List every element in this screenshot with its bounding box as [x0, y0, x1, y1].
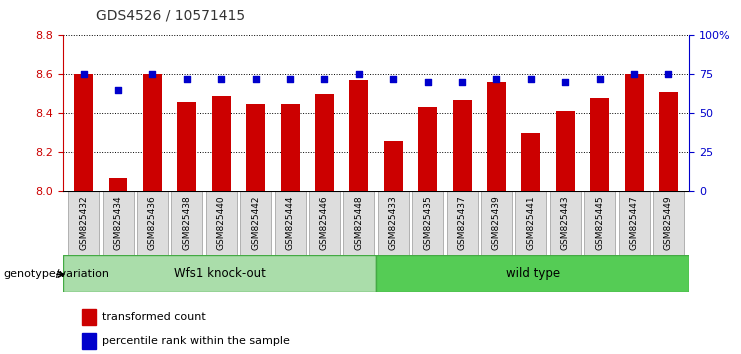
Text: GSM825436: GSM825436 — [148, 196, 157, 250]
Text: GSM825446: GSM825446 — [320, 196, 329, 250]
Bar — [82, 333, 96, 349]
Point — [112, 87, 124, 93]
Point — [78, 72, 90, 77]
Point — [456, 79, 468, 85]
Text: GSM825443: GSM825443 — [561, 196, 570, 250]
Bar — [418, 108, 437, 191]
Text: GSM825434: GSM825434 — [113, 196, 122, 250]
Bar — [625, 74, 643, 191]
FancyBboxPatch shape — [240, 191, 271, 255]
Text: GSM825445: GSM825445 — [595, 196, 604, 250]
FancyBboxPatch shape — [68, 191, 99, 255]
FancyBboxPatch shape — [550, 191, 581, 255]
Text: GSM825448: GSM825448 — [354, 196, 363, 250]
FancyBboxPatch shape — [275, 191, 305, 255]
FancyBboxPatch shape — [343, 191, 374, 255]
Bar — [82, 309, 96, 325]
Point — [216, 76, 227, 82]
FancyBboxPatch shape — [102, 191, 133, 255]
Point — [181, 76, 193, 82]
Bar — [281, 104, 299, 191]
FancyBboxPatch shape — [378, 191, 409, 255]
Text: percentile rank within the sample: percentile rank within the sample — [102, 336, 290, 346]
Point — [284, 76, 296, 82]
Bar — [522, 133, 540, 191]
Point — [491, 76, 502, 82]
Text: Wfs1 knock-out: Wfs1 knock-out — [173, 267, 265, 280]
Bar — [315, 94, 334, 191]
Text: GSM825447: GSM825447 — [630, 196, 639, 250]
Bar — [659, 92, 678, 191]
FancyBboxPatch shape — [309, 191, 340, 255]
Bar — [74, 74, 93, 191]
Text: GSM825442: GSM825442 — [251, 196, 260, 250]
Point — [525, 76, 536, 82]
Point — [594, 76, 605, 82]
Bar — [487, 82, 506, 191]
FancyBboxPatch shape — [412, 191, 443, 255]
FancyBboxPatch shape — [171, 191, 202, 255]
FancyBboxPatch shape — [653, 191, 684, 255]
Bar — [453, 100, 471, 191]
FancyBboxPatch shape — [481, 191, 512, 255]
Bar — [177, 102, 196, 191]
Text: GSM825441: GSM825441 — [526, 196, 536, 250]
Point — [388, 76, 399, 82]
Point — [662, 72, 674, 77]
Text: GSM825439: GSM825439 — [492, 196, 501, 250]
FancyBboxPatch shape — [137, 191, 168, 255]
FancyBboxPatch shape — [584, 191, 615, 255]
Text: genotype/variation: genotype/variation — [4, 269, 110, 279]
FancyBboxPatch shape — [63, 255, 376, 292]
Point — [559, 79, 571, 85]
Point — [319, 76, 330, 82]
Point — [422, 79, 433, 85]
Text: GSM825438: GSM825438 — [182, 196, 191, 250]
Text: GDS4526 / 10571415: GDS4526 / 10571415 — [96, 9, 245, 23]
Point — [147, 72, 159, 77]
Point — [628, 72, 640, 77]
Bar — [212, 96, 230, 191]
Bar — [556, 112, 575, 191]
Text: GSM825433: GSM825433 — [389, 196, 398, 250]
Point — [250, 76, 262, 82]
Text: GSM825440: GSM825440 — [216, 196, 226, 250]
Text: GSM825444: GSM825444 — [285, 196, 295, 250]
Bar — [143, 74, 162, 191]
Text: transformed count: transformed count — [102, 312, 205, 322]
Bar — [246, 104, 265, 191]
Bar — [384, 141, 402, 191]
FancyBboxPatch shape — [447, 191, 477, 255]
FancyBboxPatch shape — [619, 191, 650, 255]
FancyBboxPatch shape — [376, 255, 689, 292]
Text: GSM825449: GSM825449 — [664, 196, 673, 250]
Text: GSM825437: GSM825437 — [457, 196, 467, 250]
Text: wild type: wild type — [505, 267, 559, 280]
Text: GSM825435: GSM825435 — [423, 196, 432, 250]
FancyBboxPatch shape — [516, 191, 546, 255]
Bar — [591, 98, 609, 191]
Point — [353, 72, 365, 77]
Text: GSM825432: GSM825432 — [79, 196, 88, 250]
Bar — [109, 178, 127, 191]
FancyBboxPatch shape — [206, 191, 236, 255]
Bar — [350, 80, 368, 191]
